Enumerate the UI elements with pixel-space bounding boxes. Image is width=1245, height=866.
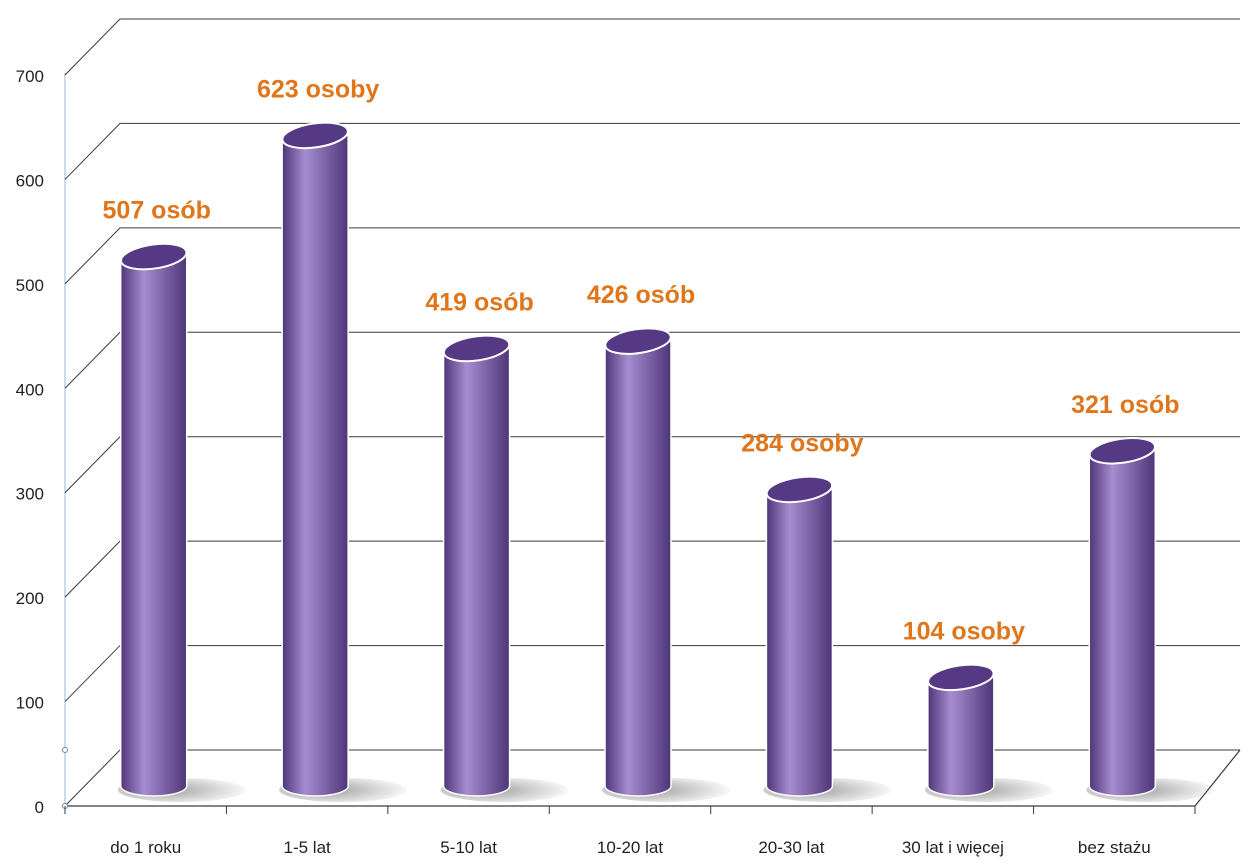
x-tick-label: 20-30 lat: [758, 838, 824, 857]
x-tick-label: 30 lat i więcej: [902, 838, 1004, 857]
bar: [117, 242, 246, 802]
data-label: 104 osoby: [903, 617, 1025, 645]
bar-body: [281, 134, 349, 797]
bar-top: [119, 242, 188, 271]
bar-body: [765, 488, 834, 797]
bar-body: [1088, 450, 1157, 797]
bar: [440, 334, 569, 802]
bar-body: [927, 676, 995, 797]
bar-body: [119, 255, 188, 797]
x-tick-label: do 1 roku: [110, 838, 181, 857]
bar-body: [604, 340, 672, 797]
y-tick-label: 300: [16, 485, 44, 504]
y-tick-label: 600: [16, 171, 44, 190]
x-axis: do 1 roku 1-5 lat 5-10 lat 10-20 lat 20-30 l…: [64, 806, 1196, 857]
bar-body: [442, 347, 511, 797]
y-tick-label: 100: [16, 694, 44, 713]
axis-marker: [62, 747, 68, 753]
bar-top: [442, 334, 511, 363]
y-axis: 0 100 200 300 400 500 600 700: [16, 67, 44, 817]
bar-top: [765, 475, 834, 504]
data-label: 507 osób: [103, 197, 211, 225]
x-tick-label: bez stażu: [1078, 838, 1151, 857]
data-label: 321 osób: [1071, 391, 1179, 419]
bar-top: [281, 121, 349, 150]
data-label: 419 osób: [425, 288, 533, 316]
bar: [602, 327, 730, 802]
y-tick-label: 700: [16, 67, 44, 86]
gridline: [64, 227, 1240, 285]
gridline: [64, 18, 1240, 76]
bars-layer: [117, 121, 1215, 802]
data-labels-layer: 507 osób 623 osoby 419 osób 426 osób 284 oso…: [103, 75, 1180, 645]
y-tick-label: 0: [35, 798, 44, 817]
data-label: 623 osoby: [257, 75, 379, 103]
bar: [763, 475, 892, 802]
x-tick-label: 5-10 lat: [440, 838, 497, 857]
bar: [1086, 437, 1215, 802]
bar-top: [604, 327, 672, 355]
bar-top: [1088, 437, 1157, 465]
x-tick-label: 10-20 lat: [597, 838, 663, 857]
bar: [924, 663, 1053, 802]
bar: [279, 121, 408, 802]
y-tick-label: 400: [16, 380, 44, 399]
y-tick-label: 500: [16, 276, 44, 295]
data-label: 284 osoby: [741, 429, 863, 457]
x-tick-label: 1-5 lat: [284, 838, 332, 857]
y-tick-label: 200: [16, 589, 44, 608]
bar-top: [927, 663, 995, 692]
data-label: 426 osób: [587, 281, 695, 309]
gridline: [64, 122, 1240, 180]
